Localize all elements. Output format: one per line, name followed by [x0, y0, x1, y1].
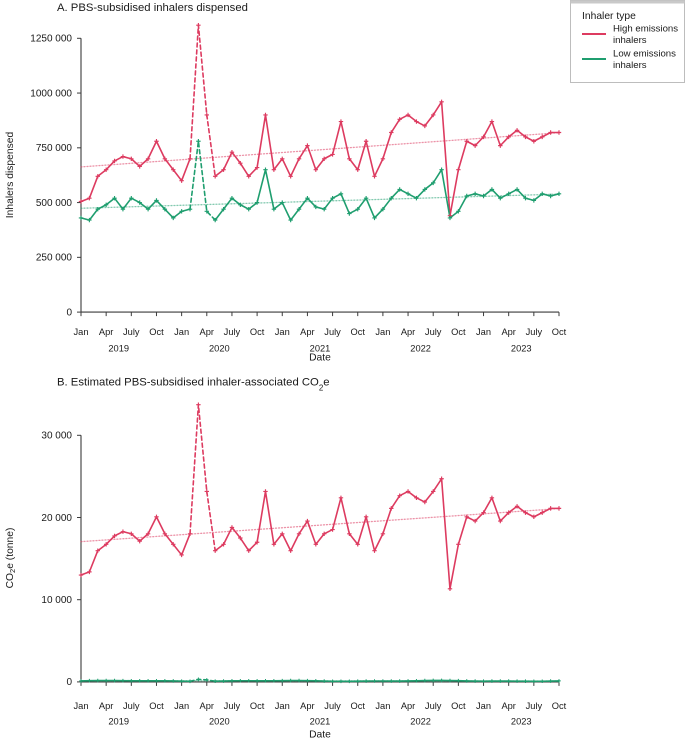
svg-text:Apr: Apr — [300, 327, 314, 337]
svg-text:Jan: Jan — [174, 327, 189, 337]
svg-text:inhalers: inhalers — [613, 35, 647, 46]
svg-text:July: July — [224, 327, 241, 337]
svg-text:July: July — [123, 327, 140, 337]
svg-text:A. PBS-subsidised inhalers dis: A. PBS-subsidised inhalers dispensed — [57, 2, 248, 14]
svg-text:1250 000: 1250 000 — [30, 34, 72, 45]
svg-text:Oct: Oct — [149, 327, 164, 337]
svg-text:Oct: Oct — [149, 701, 164, 711]
svg-text:Inhaler type: Inhaler type — [582, 11, 636, 22]
svg-text:30 000: 30 000 — [41, 431, 72, 442]
svg-text:Date: Date — [309, 353, 331, 364]
svg-text:Apr: Apr — [200, 327, 214, 337]
svg-text:Low emissions: Low emissions — [613, 49, 676, 60]
svg-text:1000 000: 1000 000 — [30, 88, 72, 99]
svg-text:July: July — [324, 327, 341, 337]
svg-text:0: 0 — [66, 677, 72, 688]
svg-text:July: July — [526, 701, 543, 711]
svg-text:Apr: Apr — [501, 327, 515, 337]
svg-text:10 000: 10 000 — [41, 595, 72, 606]
svg-text:2021: 2021 — [310, 343, 331, 353]
svg-text:Jan: Jan — [476, 327, 491, 337]
svg-text:Jan: Jan — [275, 701, 290, 711]
svg-text:Jan: Jan — [375, 327, 390, 337]
svg-text:0: 0 — [66, 307, 72, 318]
svg-text:2022: 2022 — [410, 717, 431, 727]
svg-text:Oct: Oct — [451, 701, 466, 711]
svg-text:Date: Date — [309, 730, 331, 741]
svg-text:20 000: 20 000 — [41, 513, 72, 524]
svg-text:July: July — [526, 327, 543, 337]
svg-text:Jan: Jan — [74, 701, 89, 711]
svg-text:July: July — [425, 327, 442, 337]
svg-text:2021: 2021 — [310, 717, 331, 727]
svg-text:Apr: Apr — [501, 701, 515, 711]
svg-text:Apr: Apr — [200, 701, 214, 711]
svg-text:Oct: Oct — [250, 701, 265, 711]
svg-text:July: July — [123, 701, 140, 711]
svg-text:July: July — [425, 701, 442, 711]
svg-text:Jan: Jan — [74, 327, 89, 337]
svg-text:Oct: Oct — [250, 327, 265, 337]
svg-text:250 000: 250 000 — [36, 253, 73, 264]
svg-text:2022: 2022 — [410, 343, 431, 353]
svg-text:CO2e (tonne): CO2e (tonne) — [5, 528, 17, 589]
svg-text:Jan: Jan — [476, 701, 491, 711]
svg-text:Apr: Apr — [99, 327, 113, 337]
svg-text:Oct: Oct — [451, 327, 466, 337]
svg-text:750 000: 750 000 — [36, 143, 73, 154]
svg-text:Jan: Jan — [375, 701, 390, 711]
svg-text:500 000: 500 000 — [36, 198, 73, 209]
svg-text:Oct: Oct — [351, 327, 366, 337]
svg-text:July: July — [224, 701, 241, 711]
svg-text:July: July — [324, 701, 341, 711]
svg-text:High emissions: High emissions — [613, 24, 678, 35]
svg-text:Oct: Oct — [552, 701, 567, 711]
svg-text:Oct: Oct — [351, 701, 366, 711]
svg-text:2023: 2023 — [511, 717, 532, 727]
svg-text:Oct: Oct — [552, 327, 567, 337]
svg-text:2023: 2023 — [511, 343, 532, 353]
svg-text:Apr: Apr — [401, 701, 415, 711]
svg-text:Jan: Jan — [174, 701, 189, 711]
svg-text:inhalers: inhalers — [613, 60, 647, 71]
svg-text:2020: 2020 — [209, 717, 230, 727]
svg-text:2019: 2019 — [108, 343, 129, 353]
svg-text:2019: 2019 — [108, 717, 129, 727]
svg-text:Apr: Apr — [401, 327, 415, 337]
svg-text:Apr: Apr — [99, 701, 113, 711]
svg-text:Jan: Jan — [275, 327, 290, 337]
svg-text:Inhalers dispensed: Inhalers dispensed — [5, 132, 16, 219]
svg-text:2020: 2020 — [209, 343, 230, 353]
svg-text:Apr: Apr — [300, 701, 314, 711]
